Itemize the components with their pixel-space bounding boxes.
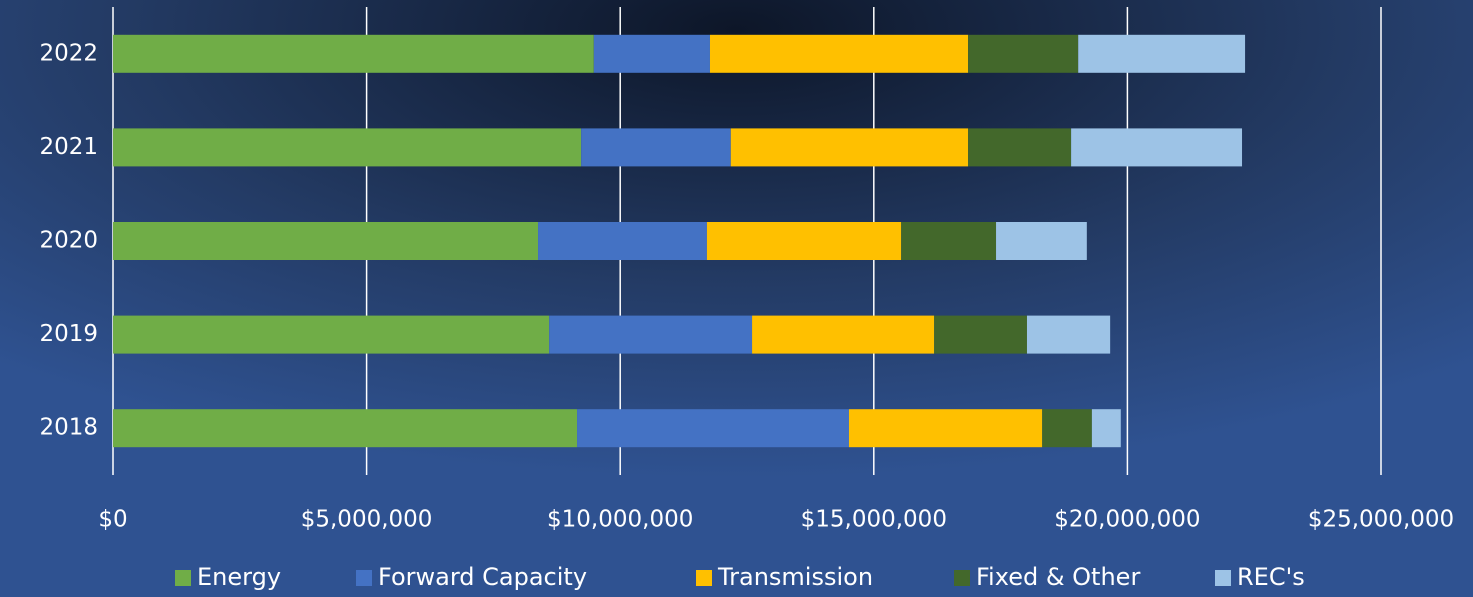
legend-label: Forward Capacity: [378, 563, 587, 591]
x-tick-label: $5,000,000: [301, 507, 433, 533]
bar-segment: [581, 128, 731, 167]
bar-segment: [1091, 409, 1121, 448]
bar-segment: [1071, 128, 1243, 167]
x-tick-label: $25,000,000: [1308, 507, 1454, 533]
bar-segment: [848, 409, 1043, 448]
legend-swatch: [696, 570, 712, 586]
bar-segment: [968, 34, 1079, 73]
x-tick-label: $20,000,000: [1054, 507, 1200, 533]
y-tick-label: 2018: [39, 415, 98, 441]
y-tick-label: 2020: [39, 228, 98, 254]
y-tick-label: 2021: [39, 134, 98, 160]
bar-segment: [113, 128, 582, 167]
legend: Energy Forward Capacity Transmission Fixed …: [175, 563, 1305, 591]
x-tick-label: $15,000,000: [801, 507, 947, 533]
legend-swatch: [954, 570, 970, 586]
legend-swatch: [356, 570, 372, 586]
bar-segment: [1042, 409, 1092, 448]
bar-segment: [996, 222, 1087, 260]
bar-segment: [113, 34, 594, 73]
legend-swatch: [1215, 570, 1231, 586]
bar-segment: [752, 315, 935, 354]
bar-segment: [113, 222, 539, 260]
legend-swatch: [175, 570, 191, 586]
bar-segment: [730, 128, 969, 167]
bar-segment: [113, 315, 550, 354]
legend-label: Energy: [197, 563, 281, 591]
legend-label: Transmission: [717, 563, 873, 591]
bar-segment: [934, 315, 1027, 354]
bar-segment: [709, 34, 969, 73]
bar-segment: [1078, 34, 1246, 73]
bar-segment: [577, 409, 849, 448]
bar-segment: [549, 315, 753, 354]
bar-segment: [706, 222, 902, 260]
bar-segment: [901, 222, 997, 260]
x-tick-label: $10,000,000: [547, 507, 693, 533]
x-tick-label: $0: [98, 507, 127, 533]
bar-segment: [968, 128, 1072, 167]
bar-segment: [538, 222, 707, 260]
bar-segment: [113, 409, 578, 448]
bar-segment: [1026, 315, 1111, 354]
y-tick-label: 2022: [39, 40, 98, 66]
bar-segment: [593, 34, 710, 73]
y-tick-label: 2019: [39, 321, 98, 347]
legend-label: Fixed & Other: [976, 563, 1140, 591]
legend-label: REC's: [1237, 563, 1305, 591]
